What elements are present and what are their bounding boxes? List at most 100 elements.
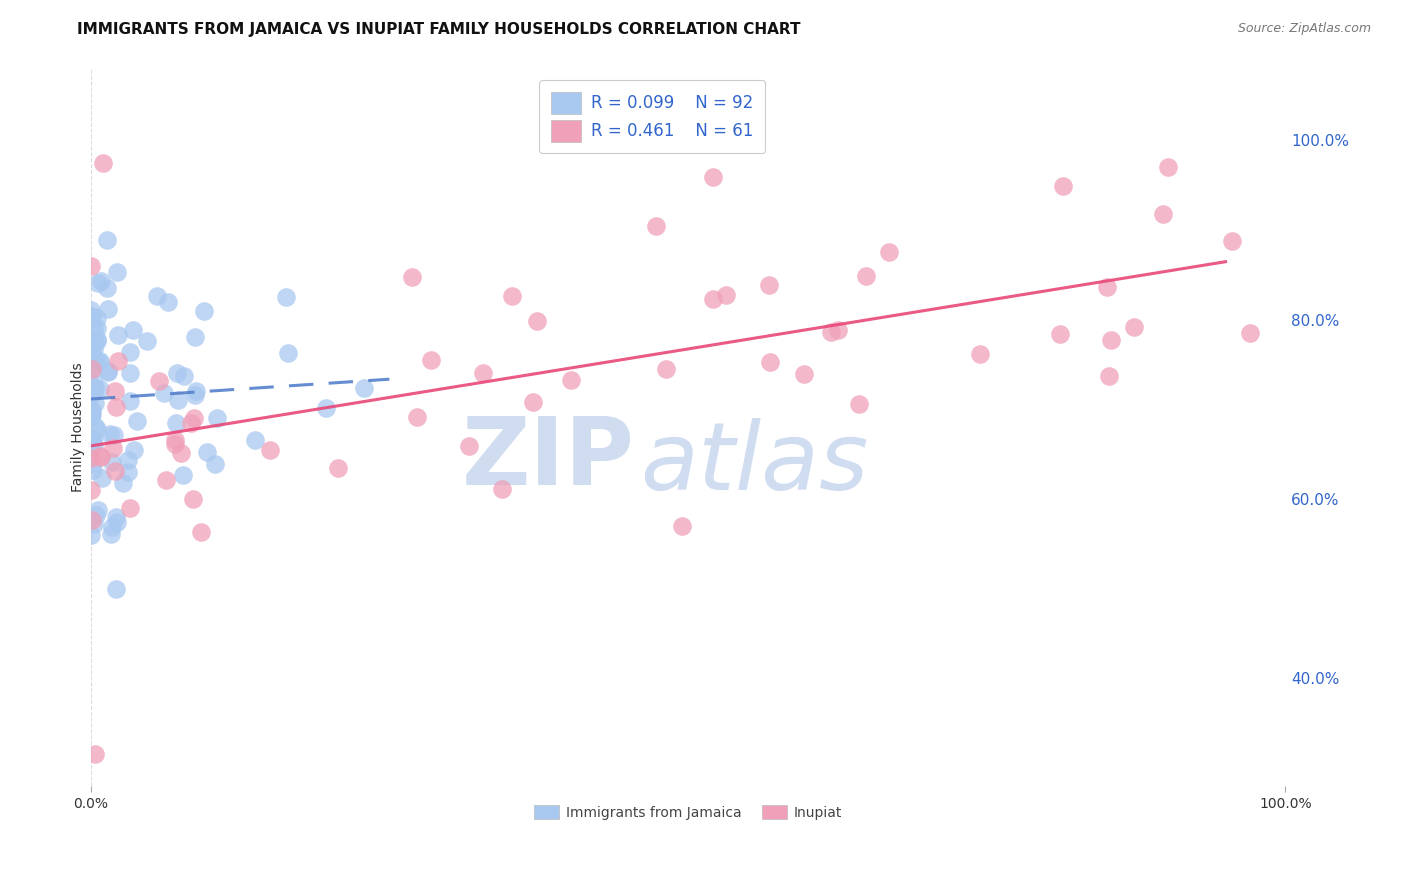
Point bbox=[80, 357, 103, 371]
Point bbox=[89, 449, 111, 463]
Point bbox=[80, 259, 103, 273]
Point bbox=[702, 292, 724, 306]
Point bbox=[83, 342, 105, 356]
Point bbox=[82, 403, 104, 417]
Point bbox=[135, 334, 157, 349]
Point bbox=[83, 517, 105, 532]
Point bbox=[472, 366, 495, 380]
Point bbox=[83, 334, 105, 348]
Point bbox=[205, 411, 228, 425]
Point bbox=[491, 482, 513, 496]
Point bbox=[90, 274, 112, 288]
Point bbox=[714, 288, 737, 302]
Point bbox=[80, 451, 103, 466]
Point bbox=[522, 395, 544, 409]
Point bbox=[80, 407, 103, 421]
Point bbox=[180, 417, 202, 431]
Point bbox=[101, 455, 124, 469]
Point bbox=[80, 384, 103, 398]
Point bbox=[82, 463, 104, 477]
Point bbox=[97, 301, 120, 316]
Legend: Immigrants from Jamaica, Inupiat: Immigrants from Jamaica, Inupiat bbox=[529, 799, 848, 825]
Point bbox=[153, 385, 176, 400]
Point bbox=[107, 328, 129, 343]
Point bbox=[501, 289, 523, 303]
Point bbox=[107, 353, 129, 368]
Point bbox=[195, 445, 218, 459]
Point bbox=[1052, 178, 1074, 193]
Point bbox=[259, 443, 281, 458]
Point bbox=[82, 432, 104, 446]
Point bbox=[105, 582, 128, 596]
Point bbox=[118, 501, 141, 516]
Point bbox=[170, 446, 193, 460]
Point bbox=[103, 427, 125, 442]
Point bbox=[419, 352, 441, 367]
Point bbox=[87, 355, 110, 369]
Point bbox=[104, 400, 127, 414]
Point bbox=[96, 364, 118, 378]
Point bbox=[1239, 326, 1261, 341]
Point bbox=[89, 354, 111, 368]
Point bbox=[156, 295, 179, 310]
Point bbox=[827, 323, 849, 337]
Point bbox=[90, 450, 112, 464]
Point bbox=[125, 414, 148, 428]
Point bbox=[122, 443, 145, 458]
Point bbox=[877, 244, 900, 259]
Point bbox=[83, 385, 105, 400]
Y-axis label: Family Households: Family Households bbox=[72, 362, 86, 492]
Point bbox=[1152, 207, 1174, 221]
Point bbox=[98, 427, 121, 442]
Point bbox=[820, 325, 842, 339]
Point bbox=[80, 379, 103, 393]
Point bbox=[165, 433, 187, 447]
Point bbox=[165, 417, 187, 431]
Point bbox=[100, 527, 122, 541]
Point bbox=[183, 330, 205, 344]
Point bbox=[80, 351, 103, 365]
Point bbox=[83, 418, 105, 433]
Point bbox=[80, 431, 103, 445]
Point bbox=[277, 345, 299, 359]
Point bbox=[167, 392, 190, 407]
Point bbox=[80, 410, 103, 425]
Point bbox=[86, 320, 108, 334]
Point bbox=[112, 476, 135, 491]
Point bbox=[276, 290, 298, 304]
Point bbox=[1098, 368, 1121, 383]
Point bbox=[80, 347, 103, 361]
Point bbox=[243, 433, 266, 447]
Point bbox=[353, 380, 375, 394]
Point bbox=[644, 219, 666, 233]
Point bbox=[80, 440, 103, 454]
Point bbox=[1099, 333, 1122, 347]
Point bbox=[86, 332, 108, 346]
Point bbox=[183, 411, 205, 425]
Point bbox=[326, 460, 349, 475]
Point bbox=[173, 368, 195, 383]
Point bbox=[148, 375, 170, 389]
Point bbox=[84, 508, 107, 522]
Point bbox=[105, 515, 128, 529]
Point bbox=[91, 155, 114, 169]
Point bbox=[97, 365, 120, 379]
Point bbox=[82, 310, 104, 324]
Text: ZIP: ZIP bbox=[461, 413, 634, 506]
Point bbox=[155, 473, 177, 487]
Point bbox=[1220, 234, 1243, 248]
Point bbox=[80, 457, 103, 471]
Point bbox=[86, 334, 108, 348]
Point bbox=[86, 310, 108, 325]
Point bbox=[855, 269, 877, 284]
Point bbox=[96, 233, 118, 247]
Point bbox=[105, 265, 128, 279]
Point bbox=[89, 382, 111, 396]
Point bbox=[91, 471, 114, 485]
Point bbox=[120, 367, 142, 381]
Point bbox=[848, 397, 870, 411]
Point bbox=[969, 347, 991, 361]
Point bbox=[83, 322, 105, 336]
Point bbox=[104, 465, 127, 479]
Point bbox=[758, 354, 780, 368]
